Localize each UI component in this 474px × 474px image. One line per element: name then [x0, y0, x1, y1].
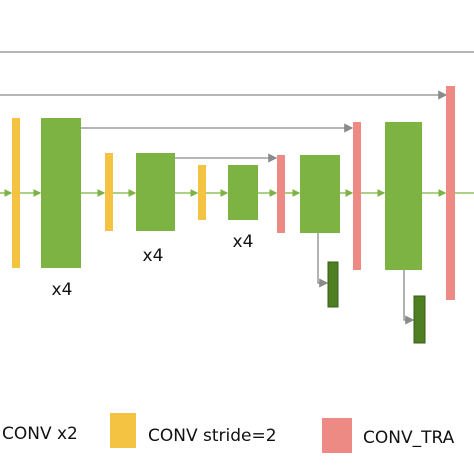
- conv-transpose-block: [353, 122, 361, 270]
- conv-transpose-block: [446, 86, 455, 300]
- conv-block: [136, 153, 175, 231]
- legend: CONV x2 CONV stride=2 CONV_TRA: [2, 413, 455, 453]
- conv-block: [41, 118, 81, 268]
- multiplier: x4: [52, 280, 73, 300]
- conv-stride-block: [198, 165, 206, 220]
- conv-stride-block: [105, 153, 113, 231]
- legend-label: CONV_TRA: [363, 428, 455, 448]
- legend-label: CONV x2: [2, 424, 78, 444]
- multiplier: x4: [143, 246, 164, 266]
- skip-connections: [0, 51, 474, 325]
- blocks: [12, 86, 455, 344]
- conv-transpose-block: [277, 155, 285, 233]
- conv-block: [300, 155, 340, 233]
- output-block: [413, 295, 426, 344]
- conv-block: [228, 165, 258, 220]
- conv-stride-block: [12, 118, 20, 268]
- legend-label: CONV stride=2: [148, 426, 277, 446]
- multiplier: x4: [233, 232, 254, 252]
- legend-swatch: [322, 418, 352, 453]
- output-block: [327, 261, 339, 308]
- legend-swatch: [110, 413, 136, 448]
- conv-block: [385, 122, 422, 270]
